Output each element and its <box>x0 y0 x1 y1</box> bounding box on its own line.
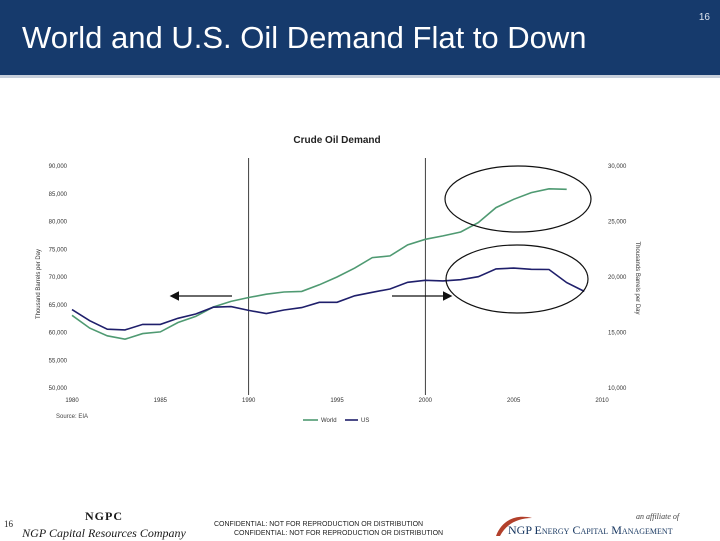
confidential-notice-2: CONFIDENTIAL: NOT FOR REPRODUCTION OR DI… <box>234 530 444 537</box>
confidential-notice-1: CONFIDENTIAL: NOT FOR REPRODUCTION OR DI… <box>214 521 424 528</box>
y-left-tick-label: 80,000 <box>49 220 68 226</box>
y-right-tick-label: 15,000 <box>608 331 627 337</box>
y-right-tick-label: 10,000 <box>608 386 627 392</box>
x-tick-label: 2000 <box>419 398 433 404</box>
page-number-bottom: 16 <box>4 519 13 529</box>
y-right-tick-label: 20,000 <box>608 275 627 281</box>
y-left-tick-label: 90,000 <box>49 164 68 170</box>
y-right-tick-label: 30,000 <box>608 164 627 170</box>
highlight-ellipse-us <box>445 244 589 314</box>
page-number-top: 16 <box>698 12 710 23</box>
title-bar-rule <box>0 75 720 78</box>
y-left-axis-label: Thousand Barrels per Day <box>36 249 42 319</box>
y-left-tick-label: 50,000 <box>49 386 68 392</box>
series-line-us <box>71 267 585 331</box>
y-left-tick-label: 65,000 <box>49 303 68 309</box>
brand-line-2: NGP Capital Resources Company <box>22 526 186 540</box>
ngpc-brand: NGPC NGP Capital Resources Company <box>14 509 194 541</box>
y-left-tick-label: 70,000 <box>49 275 68 281</box>
highlight-ellipse-world <box>444 165 592 233</box>
x-tick-label: 1985 <box>154 398 168 404</box>
x-tick-label: 1980 <box>65 398 79 404</box>
x-tick-label: 2005 <box>507 398 521 404</box>
brand-line-1: NGPC <box>85 509 123 523</box>
y-right-axis-label: Thousands Barrels per Day <box>634 241 640 314</box>
legend-label-us: US <box>361 418 369 424</box>
y-left-tick-label: 75,000 <box>49 247 68 253</box>
y-left-tick-label: 55,000 <box>49 358 68 364</box>
legend-label-world: World <box>321 418 337 424</box>
y-left-tick-label: 85,000 <box>49 192 68 198</box>
x-tick-label: 1990 <box>242 398 256 404</box>
chart-title: Crude Oil Demand <box>293 135 380 146</box>
slide-title: World and U.S. Oil Demand Flat to Down <box>22 20 587 55</box>
series-line-world <box>71 187 567 341</box>
ngp-logo-swoosh-icon <box>496 516 532 536</box>
y-right-tick-label: 25,000 <box>608 220 627 226</box>
x-tick-label: 2010 <box>595 398 609 404</box>
y-left-tick-label: 60,000 <box>49 331 68 337</box>
x-tick-label: 1995 <box>330 398 344 404</box>
affiliate-label: an affiliate of <box>636 512 680 521</box>
ngp-ecm-logo-text: NGP Energy Capital Management <box>508 523 673 537</box>
chart-source: Source: EIA <box>56 414 88 420</box>
title-bar <box>0 0 720 75</box>
